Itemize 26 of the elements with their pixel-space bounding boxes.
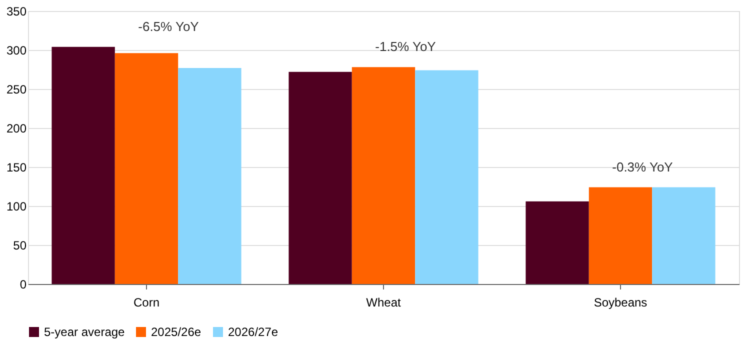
bar xyxy=(415,70,478,284)
bar xyxy=(178,68,242,284)
bar xyxy=(288,72,352,284)
y-tick-label: 50 xyxy=(13,238,27,252)
annotation: -6.5% YoY xyxy=(138,18,200,34)
legend-label: 5-year average xyxy=(44,325,126,339)
bar xyxy=(52,46,115,284)
y-tick-label: 300 xyxy=(6,44,27,58)
legend-label: 2026/27e xyxy=(228,325,278,339)
y-tick-label: 350 xyxy=(6,4,27,18)
y-tick-label: 100 xyxy=(6,200,27,214)
x-tick-label: Wheat xyxy=(366,296,402,310)
y-tick-label: 250 xyxy=(6,82,27,96)
bar xyxy=(352,67,416,284)
x-tick-label: Corn xyxy=(133,296,160,310)
bar xyxy=(114,53,178,284)
bar xyxy=(588,187,652,284)
y-tick-label: 200 xyxy=(6,122,27,136)
annotation: -1.5% YoY xyxy=(375,39,436,54)
bar xyxy=(652,187,716,284)
x-tick-label: Soybeans xyxy=(594,296,648,310)
y-tick-label: 150 xyxy=(6,160,27,174)
bar xyxy=(526,201,589,284)
annotation: -0.3% YoY xyxy=(612,159,674,174)
legend-label: 2025/26e xyxy=(151,325,202,339)
y-tick-label: 0 xyxy=(20,278,27,292)
